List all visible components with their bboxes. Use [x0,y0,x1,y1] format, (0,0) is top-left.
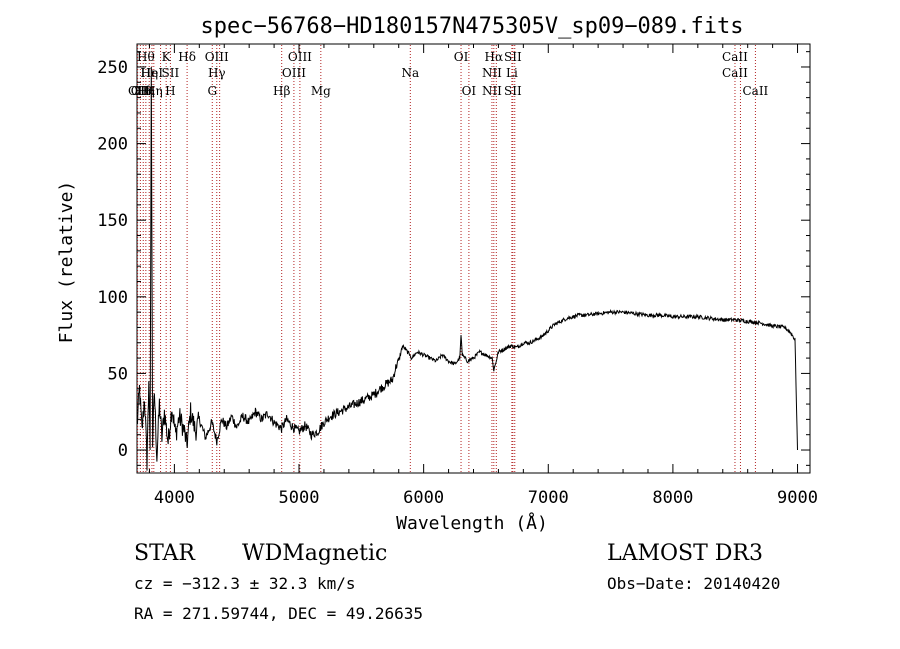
line-marker-label: Hγ [208,66,226,80]
emission-line-labels: OIIOIIHθHθHηHηHeIHηKSIIHHδGOIIIHγHβOIIIO… [128,50,769,98]
line-marker-label: HeI [141,66,164,80]
redshift-cz: cz = −312.3 ± 32.3 km/s [134,574,356,593]
line-marker-label: Na [401,66,419,80]
line-marker-label: Hα [485,50,504,64]
emission-line-markers [137,45,756,472]
y-axis-label: Flux (relative) [56,181,77,344]
spectrum-line [136,66,798,471]
plot-frame [136,43,811,474]
line-marker-label: OII [131,84,151,98]
y-tick-label: 150 [97,211,128,231]
line-marker-label: SII [504,50,522,64]
survey-name: LAMOST DR3 [607,541,763,566]
line-marker-label: OI [462,84,477,98]
line-marker-label: CaII [722,66,748,80]
y-axis-ticks: 0 50 100 150 200 250 [97,51,810,466]
line-marker-label: CaII [742,84,768,98]
line-marker-label: OIII [288,50,312,64]
x-tick-label: 8000 [652,488,693,508]
x-tick-label: 7000 [528,488,569,508]
line-marker-label: OI [454,50,469,64]
line-marker-label: Hβ [273,84,290,98]
line-marker-label: OIII [205,50,229,64]
chart-title: spec−56768−HD180157N475305V_sp09−089.fit… [200,14,743,39]
x-tick-label: 6000 [403,488,444,508]
line-marker-label: Hθ [134,84,152,98]
y-tick-label: 0 [118,441,128,461]
line-marker-label: Hη [137,84,155,98]
line-marker-label: Hη [145,84,163,98]
x-axis-ticks: 4000 5000 6000 7000 8000 9000 [148,44,818,508]
y-tick-label: 100 [97,288,128,308]
x-axis-label: Wavelength (Å) [396,512,548,534]
object-class: STAR [134,541,196,566]
ra-dec: RA = 271.59744, DEC = 49.26635 [134,604,423,623]
line-marker-label: Hη [140,66,158,80]
line-marker-label: OII [128,84,148,98]
line-marker-label: CaII [722,50,748,64]
y-tick-label: 50 [108,364,128,384]
line-marker-label: OIII [282,66,306,80]
line-marker-label: Hδ [178,50,196,64]
x-tick-label: 9000 [777,488,818,508]
line-marker-label: G [207,84,217,98]
obs-date: Obs−Date: 20140420 [607,574,780,593]
object-subclass: WDMagnetic [242,541,387,566]
line-marker-label: NII [482,84,502,98]
line-marker-label: NII [482,66,502,80]
line-marker-label: Li [506,66,518,80]
y-tick-label: 200 [97,135,128,155]
line-marker-label: SII [504,84,522,98]
line-marker-label: Hθ [137,50,155,64]
x-tick-label: 5000 [279,488,320,508]
line-marker-label: H [165,84,175,98]
y-tick-label: 250 [97,58,128,78]
line-marker-label: K [162,50,172,64]
line-marker-label: Mg [311,84,331,98]
x-tick-label: 4000 [154,488,195,508]
line-marker-label: SII [162,66,180,80]
